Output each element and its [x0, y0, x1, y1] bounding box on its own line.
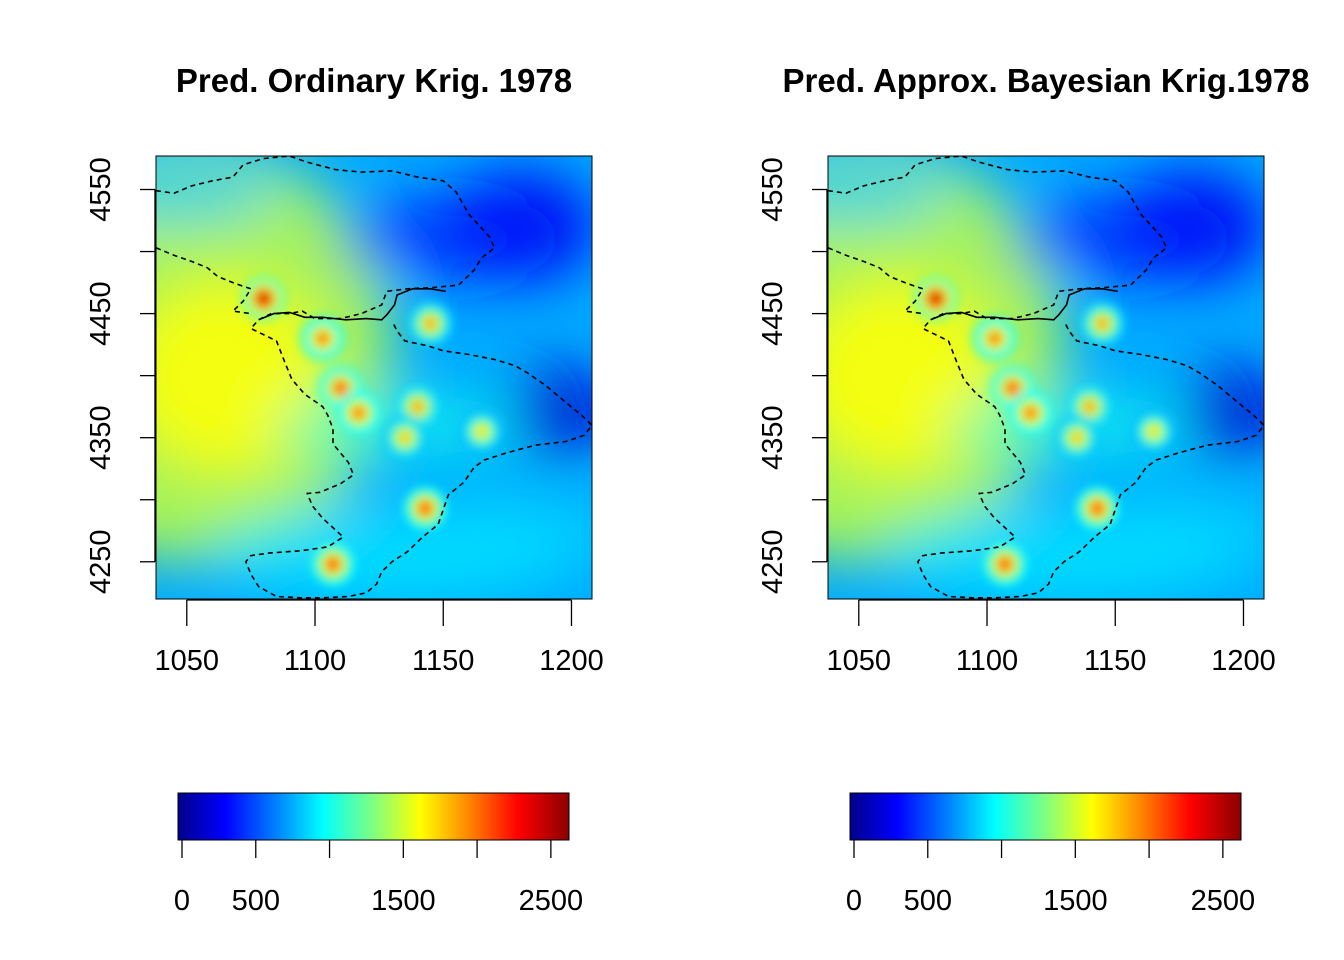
colorbar-tick-label: 0 — [174, 885, 190, 917]
y-axis: 4250 4350 4450 4550 — [85, 157, 156, 595]
colorbar-tick-label: 1500 — [1043, 885, 1108, 917]
x-tick-label: 1150 — [1084, 645, 1146, 677]
hotspot-10 — [408, 301, 453, 346]
colorbar-gradient — [177, 792, 570, 841]
region-boundary-solid — [930, 287, 1118, 321]
hotspot-7 — [382, 415, 427, 460]
heatmap-field — [156, 156, 592, 599]
y-tick-label: 4350 — [757, 405, 789, 470]
hotspot-7 — [1054, 415, 1099, 460]
region-boundary-solid — [258, 287, 446, 321]
hotspot-2 — [972, 316, 1017, 361]
y-tick-label: 4250 — [757, 530, 789, 595]
plot-frame — [155, 155, 593, 600]
region-boundary-dashed-west — [828, 247, 925, 315]
hotspot-4 — [1008, 390, 1053, 435]
y-tick-label: 4550 — [757, 157, 789, 222]
hotspot-9 — [310, 542, 355, 587]
colorbar: 0 500 1500 2500 — [174, 792, 584, 917]
region-boundary-dashed — [156, 156, 592, 599]
x-tick-label: 1200 — [539, 645, 604, 677]
colorbar-tick-label: 2500 — [1191, 885, 1256, 917]
panel-1: Pred. Ordinary Krig. 1978 1050 1100 1150 120… — [85, 62, 604, 917]
colorbar: 0 500 1500 2500 — [846, 792, 1256, 917]
plot-frame — [827, 155, 1265, 600]
hotspot-9 — [982, 542, 1027, 587]
y-tick-label: 4350 — [85, 405, 117, 470]
x-axis: 1050 1100 1150 1200 — [827, 599, 1276, 677]
x-tick-label: 1150 — [412, 645, 474, 677]
hotspot-10 — [1080, 301, 1125, 346]
chart-title: Pred. Approx. Bayesian Krig.1978 — [783, 62, 1310, 99]
hotspot-1 — [241, 276, 286, 321]
y-tick-label: 4550 — [85, 157, 117, 222]
colorbar-tick-label: 500 — [232, 885, 280, 917]
hotspot-8 — [403, 486, 448, 531]
colorbar-tick-label: 1500 — [371, 885, 436, 917]
hotspot-5 — [1067, 384, 1112, 429]
hotspot-6 — [1131, 409, 1176, 454]
x-tick-label: 1050 — [827, 645, 892, 677]
hotspot-8 — [1075, 486, 1120, 531]
heatmap-field — [828, 156, 1264, 599]
x-tick-label: 1100 — [284, 645, 346, 677]
y-tick-label: 4450 — [757, 281, 789, 346]
panel-2: Pred. Approx. Bayesian Krig.1978 1050 1100… — [757, 62, 1310, 917]
colorbar-gradient — [849, 792, 1242, 841]
hotspot-4 — [336, 390, 381, 435]
colorbar-tick-label: 500 — [904, 885, 952, 917]
hotspot-2 — [300, 316, 345, 361]
y-tick-label: 4450 — [85, 281, 117, 346]
x-tick-label: 1100 — [956, 645, 1018, 677]
hotspot-1 — [913, 276, 958, 321]
colorbar-tick-label: 2500 — [519, 885, 584, 917]
colorbar-tick-label: 0 — [846, 885, 862, 917]
x-tick-label: 1200 — [1211, 645, 1276, 677]
region-boundary-dashed — [828, 156, 1264, 599]
hotspot-6 — [459, 409, 504, 454]
region-boundary-dashed-west — [156, 247, 253, 315]
x-tick-label: 1050 — [155, 645, 220, 677]
y-tick-label: 4250 — [85, 530, 117, 595]
chart-title: Pred. Ordinary Krig. 1978 — [176, 62, 572, 99]
y-axis: 4250 4350 4450 4550 — [757, 157, 828, 595]
x-axis: 1050 1100 1150 1200 — [155, 599, 604, 677]
